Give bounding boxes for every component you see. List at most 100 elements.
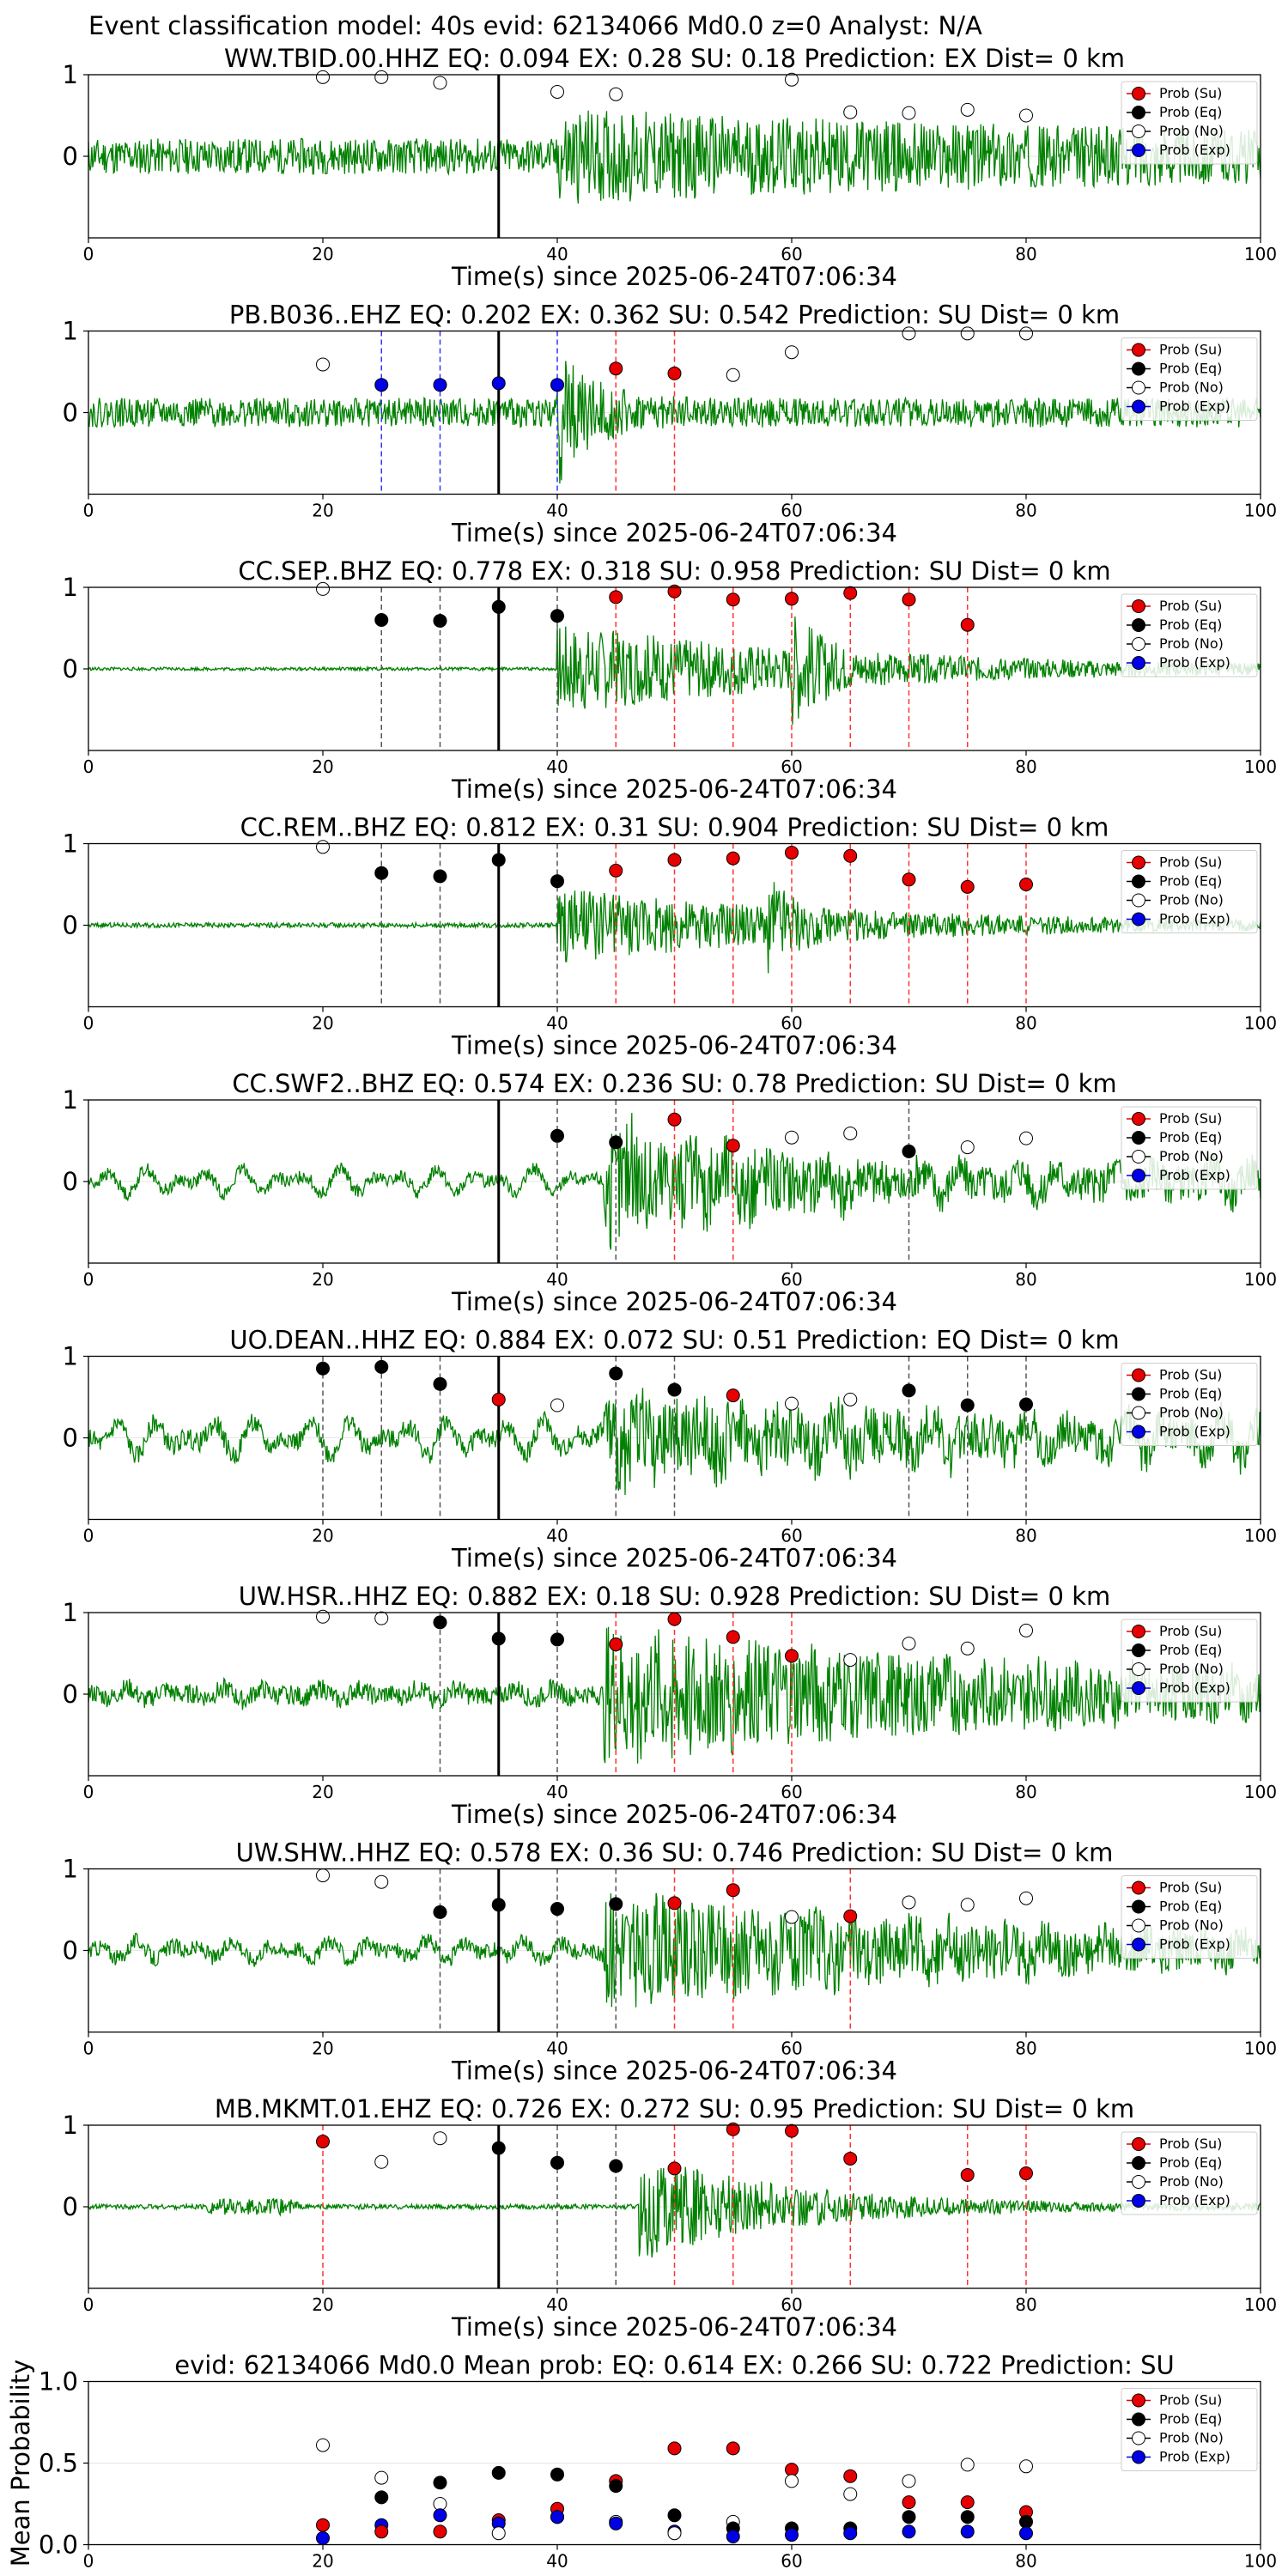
prob-point-no bbox=[433, 76, 447, 90]
prob-point-no bbox=[785, 2474, 799, 2488]
legend-marker-exp bbox=[1132, 1425, 1145, 1439]
legend-marker-exp bbox=[1132, 143, 1145, 157]
prob-point-su bbox=[785, 845, 799, 860]
prob-point-no bbox=[374, 1611, 389, 1625]
prob-point-su bbox=[726, 1630, 740, 1644]
panel-2: PB.B036..EHZ EQ: 0.202 EX: 0.362 SU: 0.5… bbox=[63, 301, 1278, 548]
waveform-trace bbox=[88, 361, 1261, 484]
legend-box bbox=[1121, 1619, 1258, 1703]
legend-label: Prob (Su) bbox=[1159, 1623, 1222, 1639]
legend-marker-no bbox=[1132, 1662, 1145, 1676]
prob-point-no bbox=[843, 105, 858, 119]
legend-label: Prob (No) bbox=[1159, 1661, 1224, 1677]
prob-point-su bbox=[726, 2122, 740, 2136]
legend-label: Prob (Su) bbox=[1159, 2136, 1222, 2152]
x-tick-label: 40 bbox=[546, 501, 568, 521]
legend-marker-eq bbox=[1132, 618, 1145, 632]
prob-point-exp bbox=[316, 2530, 330, 2545]
waveform-trace bbox=[88, 882, 1261, 974]
y-tick-label: 1.0 bbox=[39, 2367, 78, 2397]
x-tick-label: 40 bbox=[546, 244, 568, 264]
legend-label: Prob (Exp) bbox=[1159, 2192, 1230, 2208]
prob-point-exp bbox=[843, 2526, 858, 2541]
x-tick-label: 40 bbox=[546, 2551, 568, 2572]
legend-box bbox=[1121, 2388, 1258, 2471]
y-axis-label: Mean Probability bbox=[6, 2360, 35, 2567]
x-tick-label: 40 bbox=[546, 1526, 568, 1546]
legend-marker-su bbox=[1132, 2393, 1145, 2408]
prob-point-su bbox=[843, 2469, 858, 2483]
x-tick-label: 100 bbox=[1244, 1269, 1277, 1290]
x-tick-label: 80 bbox=[1015, 2038, 1036, 2059]
prob-point-eq bbox=[550, 1128, 564, 1143]
legend-marker-no bbox=[1132, 2175, 1145, 2189]
prob-point-su bbox=[667, 2161, 682, 2176]
legend-label: Prob (No) bbox=[1159, 1148, 1224, 1164]
legend-marker-exp bbox=[1132, 1681, 1145, 1695]
prob-point-eq bbox=[1019, 1397, 1033, 1412]
prob-point-no bbox=[785, 1396, 799, 1411]
y-tick-label: 0 bbox=[63, 1936, 78, 1965]
prob-point-eq bbox=[491, 853, 506, 867]
prob-point-eq bbox=[433, 1376, 447, 1391]
legend-marker-exp bbox=[1132, 1169, 1145, 1182]
x-tick-label: 60 bbox=[781, 2038, 802, 2059]
prob-point-su bbox=[491, 1392, 506, 1406]
prob-point-su bbox=[667, 584, 682, 598]
legend-label: Prob (Exp) bbox=[1159, 1680, 1230, 1696]
prob-point-eq bbox=[374, 2490, 389, 2505]
prob-point-eq bbox=[550, 1902, 564, 1917]
prob-point-exp bbox=[609, 2516, 623, 2530]
prob-point-eq bbox=[550, 2467, 564, 2482]
x-tick-label: 80 bbox=[1015, 1526, 1036, 1546]
legend-label: Prob (Su) bbox=[1159, 1367, 1222, 1383]
y-tick-label: 0.5 bbox=[39, 2449, 78, 2478]
prob-point-eq bbox=[609, 1897, 623, 1911]
legend-marker-no bbox=[1132, 125, 1145, 138]
prob-point-no bbox=[902, 106, 916, 120]
legend-label: Prob (No) bbox=[1159, 380, 1224, 396]
x-axis-label: Time(s) since 2025-06-24T07:06:34 bbox=[451, 2312, 897, 2342]
prob-point-no bbox=[316, 70, 330, 84]
legend-box bbox=[1121, 593, 1258, 677]
legend-marker-exp bbox=[1132, 912, 1145, 927]
prob-point-no bbox=[316, 1868, 330, 1883]
prob-point-no bbox=[726, 368, 740, 382]
x-tick-label: 100 bbox=[1244, 2551, 1277, 2572]
legend-marker-su bbox=[1132, 1112, 1145, 1126]
prob-point-no bbox=[785, 1130, 799, 1145]
prob-point-eq bbox=[960, 1398, 975, 1413]
y-tick-label: 1 bbox=[63, 1085, 78, 1115]
prob-point-eq bbox=[491, 1631, 506, 1646]
x-tick-label: 40 bbox=[546, 1782, 568, 1802]
prob-point-eq bbox=[609, 2159, 623, 2173]
legend-label: Prob (Su) bbox=[1159, 1880, 1222, 1896]
prob-point-eq bbox=[667, 2508, 682, 2523]
legend-box bbox=[1121, 337, 1258, 421]
prob-point-su bbox=[667, 366, 682, 380]
legend-marker-no bbox=[1132, 893, 1145, 908]
y-tick-label: 0 bbox=[63, 2192, 78, 2221]
prob-point-su bbox=[785, 1649, 799, 1663]
prob-point-eq bbox=[433, 1905, 447, 1919]
legend-box bbox=[1121, 1875, 1258, 1959]
legend-marker-no bbox=[1132, 1406, 1145, 1420]
panel-title: WW.TBID.00.HHZ EQ: 0.094 EX: 0.28 SU: 0.… bbox=[224, 44, 1125, 73]
prob-point-eq bbox=[550, 2155, 564, 2170]
panel-1: WW.TBID.00.HHZ EQ: 0.094 EX: 0.28 SU: 0.… bbox=[63, 44, 1278, 291]
y-tick-label: 1 bbox=[63, 2111, 78, 2140]
legend-label: Prob (Exp) bbox=[1159, 142, 1230, 158]
legend-label: Prob (Su) bbox=[1159, 342, 1222, 358]
legend-marker-no bbox=[1132, 1918, 1145, 1933]
legend-label: Prob (Eq) bbox=[1159, 1386, 1222, 1402]
prob-point-su bbox=[843, 2151, 858, 2166]
prob-point-exp bbox=[960, 2524, 975, 2539]
x-tick-label: 80 bbox=[1015, 1013, 1036, 1034]
prob-point-no bbox=[1019, 1891, 1033, 1905]
x-tick-label: 80 bbox=[1015, 244, 1036, 264]
prob-point-no bbox=[609, 87, 623, 101]
y-tick-label: 1 bbox=[63, 573, 78, 602]
legend-marker-su bbox=[1132, 2137, 1145, 2151]
panel-title: CC.SEP..BHZ EQ: 0.778 EX: 0.318 SU: 0.95… bbox=[238, 556, 1110, 586]
waveform-trace bbox=[88, 2165, 1261, 2258]
